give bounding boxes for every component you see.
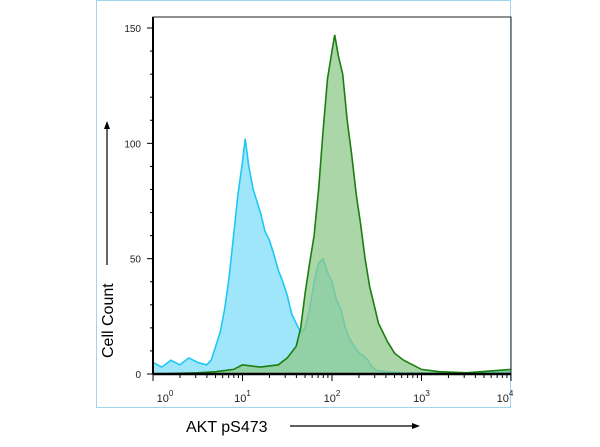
x-axis-label: AKT pS473 bbox=[186, 419, 268, 436]
x-axis-arrow-head bbox=[412, 423, 420, 429]
y-axis-label: Cell Count bbox=[100, 283, 117, 358]
x-tick-label: 103 bbox=[413, 389, 430, 405]
y-tick-label: 150 bbox=[124, 24, 141, 35]
y-tick-label: 100 bbox=[124, 139, 141, 150]
series-fill-1 bbox=[153, 34, 511, 375]
x-tick-label: 104 bbox=[497, 389, 514, 405]
x-tick-label: 102 bbox=[324, 389, 341, 405]
x-tick-label: 101 bbox=[234, 389, 251, 405]
series-line-1 bbox=[152, 34, 512, 375]
x-tick-label: 100 bbox=[157, 389, 174, 405]
y-axis-arrow-head bbox=[104, 121, 110, 129]
y-tick-label: 50 bbox=[130, 255, 142, 266]
series-fill-0 bbox=[153, 138, 511, 374]
y-tick-label: 0 bbox=[135, 370, 141, 381]
